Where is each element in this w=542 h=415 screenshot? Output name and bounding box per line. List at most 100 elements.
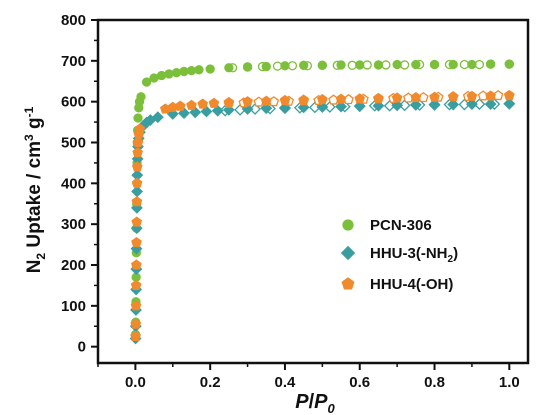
legend-marker-circle bbox=[342, 219, 354, 231]
adsorption-point bbox=[392, 59, 402, 70]
adsorption-point bbox=[317, 60, 327, 70]
y-tick-label: 300 bbox=[61, 216, 86, 233]
y-tick-label: 500 bbox=[61, 135, 86, 152]
adsorption-point bbox=[448, 59, 458, 70]
adsorption-point bbox=[261, 61, 271, 72]
adsorption-point bbox=[503, 89, 515, 101]
desorption-point bbox=[272, 61, 283, 71]
legend-marker bbox=[342, 219, 354, 231]
legend-item-hhu-3: HHU-3(-NH2) bbox=[340, 245, 458, 265]
adsorption-point bbox=[242, 62, 253, 72]
adsorption-point bbox=[354, 93, 366, 104]
adsorption-point bbox=[503, 97, 516, 110]
adsorption-point bbox=[260, 95, 272, 106]
adsorption-point bbox=[179, 66, 189, 77]
adsorption-point bbox=[429, 59, 440, 70]
desorption-point bbox=[474, 59, 485, 70]
y-tick-label: 600 bbox=[61, 94, 86, 111]
adsorption-point bbox=[132, 147, 143, 158]
desorption-point bbox=[362, 60, 372, 70]
adsorption-point bbox=[197, 98, 209, 109]
series-1 bbox=[129, 97, 516, 345]
y-tick-label: 700 bbox=[61, 53, 86, 70]
adsorption-point bbox=[132, 136, 144, 148]
adsorption-point bbox=[242, 96, 253, 107]
adsorption-point bbox=[130, 300, 142, 311]
desorption-point bbox=[287, 61, 298, 71]
desorption-point bbox=[459, 59, 470, 70]
y-tick-label: 0 bbox=[78, 339, 86, 356]
legend-item-pcn-306: PCN-306 bbox=[342, 217, 432, 234]
adsorption-point bbox=[131, 216, 143, 227]
plot-area bbox=[96, 18, 530, 365]
adsorption-point bbox=[466, 90, 478, 101]
adsorption-point bbox=[223, 96, 235, 108]
adsorption-point bbox=[411, 59, 421, 70]
adsorption-point bbox=[130, 318, 142, 329]
adsorption-point bbox=[171, 68, 182, 78]
x-tick-label: 0.0 bbox=[125, 374, 146, 391]
y-tick-label: 800 bbox=[61, 12, 86, 29]
adsorption-point bbox=[467, 59, 477, 70]
desorption-point bbox=[381, 60, 391, 70]
adsorption-point bbox=[409, 99, 422, 111]
adsorption-point bbox=[131, 236, 142, 248]
adsorption-point bbox=[186, 99, 197, 110]
adsorption-point bbox=[410, 91, 422, 103]
adsorption-point bbox=[194, 65, 204, 75]
y-tick-label: 200 bbox=[61, 257, 86, 274]
x-tick-label: 0.4 bbox=[275, 374, 297, 391]
adsorption-point bbox=[485, 59, 496, 69]
adsorption-point bbox=[151, 111, 164, 124]
adsorption-point bbox=[211, 104, 224, 117]
x-tick-label: 0.2 bbox=[200, 374, 221, 391]
adsorption-point bbox=[335, 100, 347, 113]
desorption-point bbox=[347, 60, 357, 70]
x-axis-ticks: 0.0 0.2 0.4 0.6 0.8 1.0 bbox=[97, 363, 520, 391]
adsorption-point bbox=[200, 105, 213, 118]
adsorption-point bbox=[373, 60, 384, 70]
x-axis-title: P/P0 bbox=[295, 391, 335, 415]
adsorption-point bbox=[317, 94, 328, 105]
series-2 bbox=[130, 89, 515, 341]
adsorption-point bbox=[336, 60, 346, 70]
adsorption-point bbox=[156, 70, 167, 81]
adsorption-point bbox=[164, 69, 174, 79]
adsorption-point bbox=[504, 59, 514, 69]
adsorption-point bbox=[205, 64, 215, 74]
adsorption-point bbox=[130, 330, 141, 341]
plot-border bbox=[96, 18, 530, 365]
adsorption-point bbox=[131, 161, 143, 172]
adsorption-point bbox=[130, 259, 142, 270]
adsorption-point bbox=[447, 91, 459, 102]
x-tick-label: 1.0 bbox=[499, 374, 520, 391]
y-axis-ticks: 0 100 200 300 400 500 600 700 800 bbox=[61, 12, 98, 356]
series-layer bbox=[129, 59, 516, 345]
adsorption-point bbox=[136, 92, 146, 102]
legend-item-hhu-4: HHU-4(-OH) bbox=[341, 276, 453, 293]
adsorption-point bbox=[133, 113, 143, 123]
adsorption-point bbox=[465, 98, 478, 111]
adsorption-point bbox=[298, 94, 309, 105]
legend-marker-diamond bbox=[340, 245, 356, 261]
adsorption-point bbox=[174, 100, 186, 111]
adsorption-point bbox=[224, 63, 234, 73]
x-tick-label: 0.8 bbox=[424, 374, 445, 391]
adsorption-point bbox=[280, 61, 290, 71]
adsorption-point bbox=[186, 65, 197, 76]
y-tick-label: 400 bbox=[61, 175, 86, 192]
x-tick-label: 0.6 bbox=[349, 374, 370, 391]
adsorption-point bbox=[141, 77, 152, 87]
adsorption-point bbox=[131, 185, 143, 198]
legend-label-hhu-4: HHU-4(-OH) bbox=[370, 276, 453, 293]
adsorption-point bbox=[335, 93, 347, 104]
adsorption-point bbox=[428, 98, 441, 111]
adsorption-point bbox=[130, 279, 142, 290]
adsorption-point bbox=[429, 91, 440, 102]
y-tick-label: 100 bbox=[61, 298, 86, 315]
adsorption-point bbox=[484, 98, 497, 111]
y-axis-title: N2 Uptake / cm3 g-1 bbox=[22, 106, 48, 273]
adsorption-point bbox=[447, 98, 460, 111]
adsorption-point bbox=[355, 60, 365, 70]
